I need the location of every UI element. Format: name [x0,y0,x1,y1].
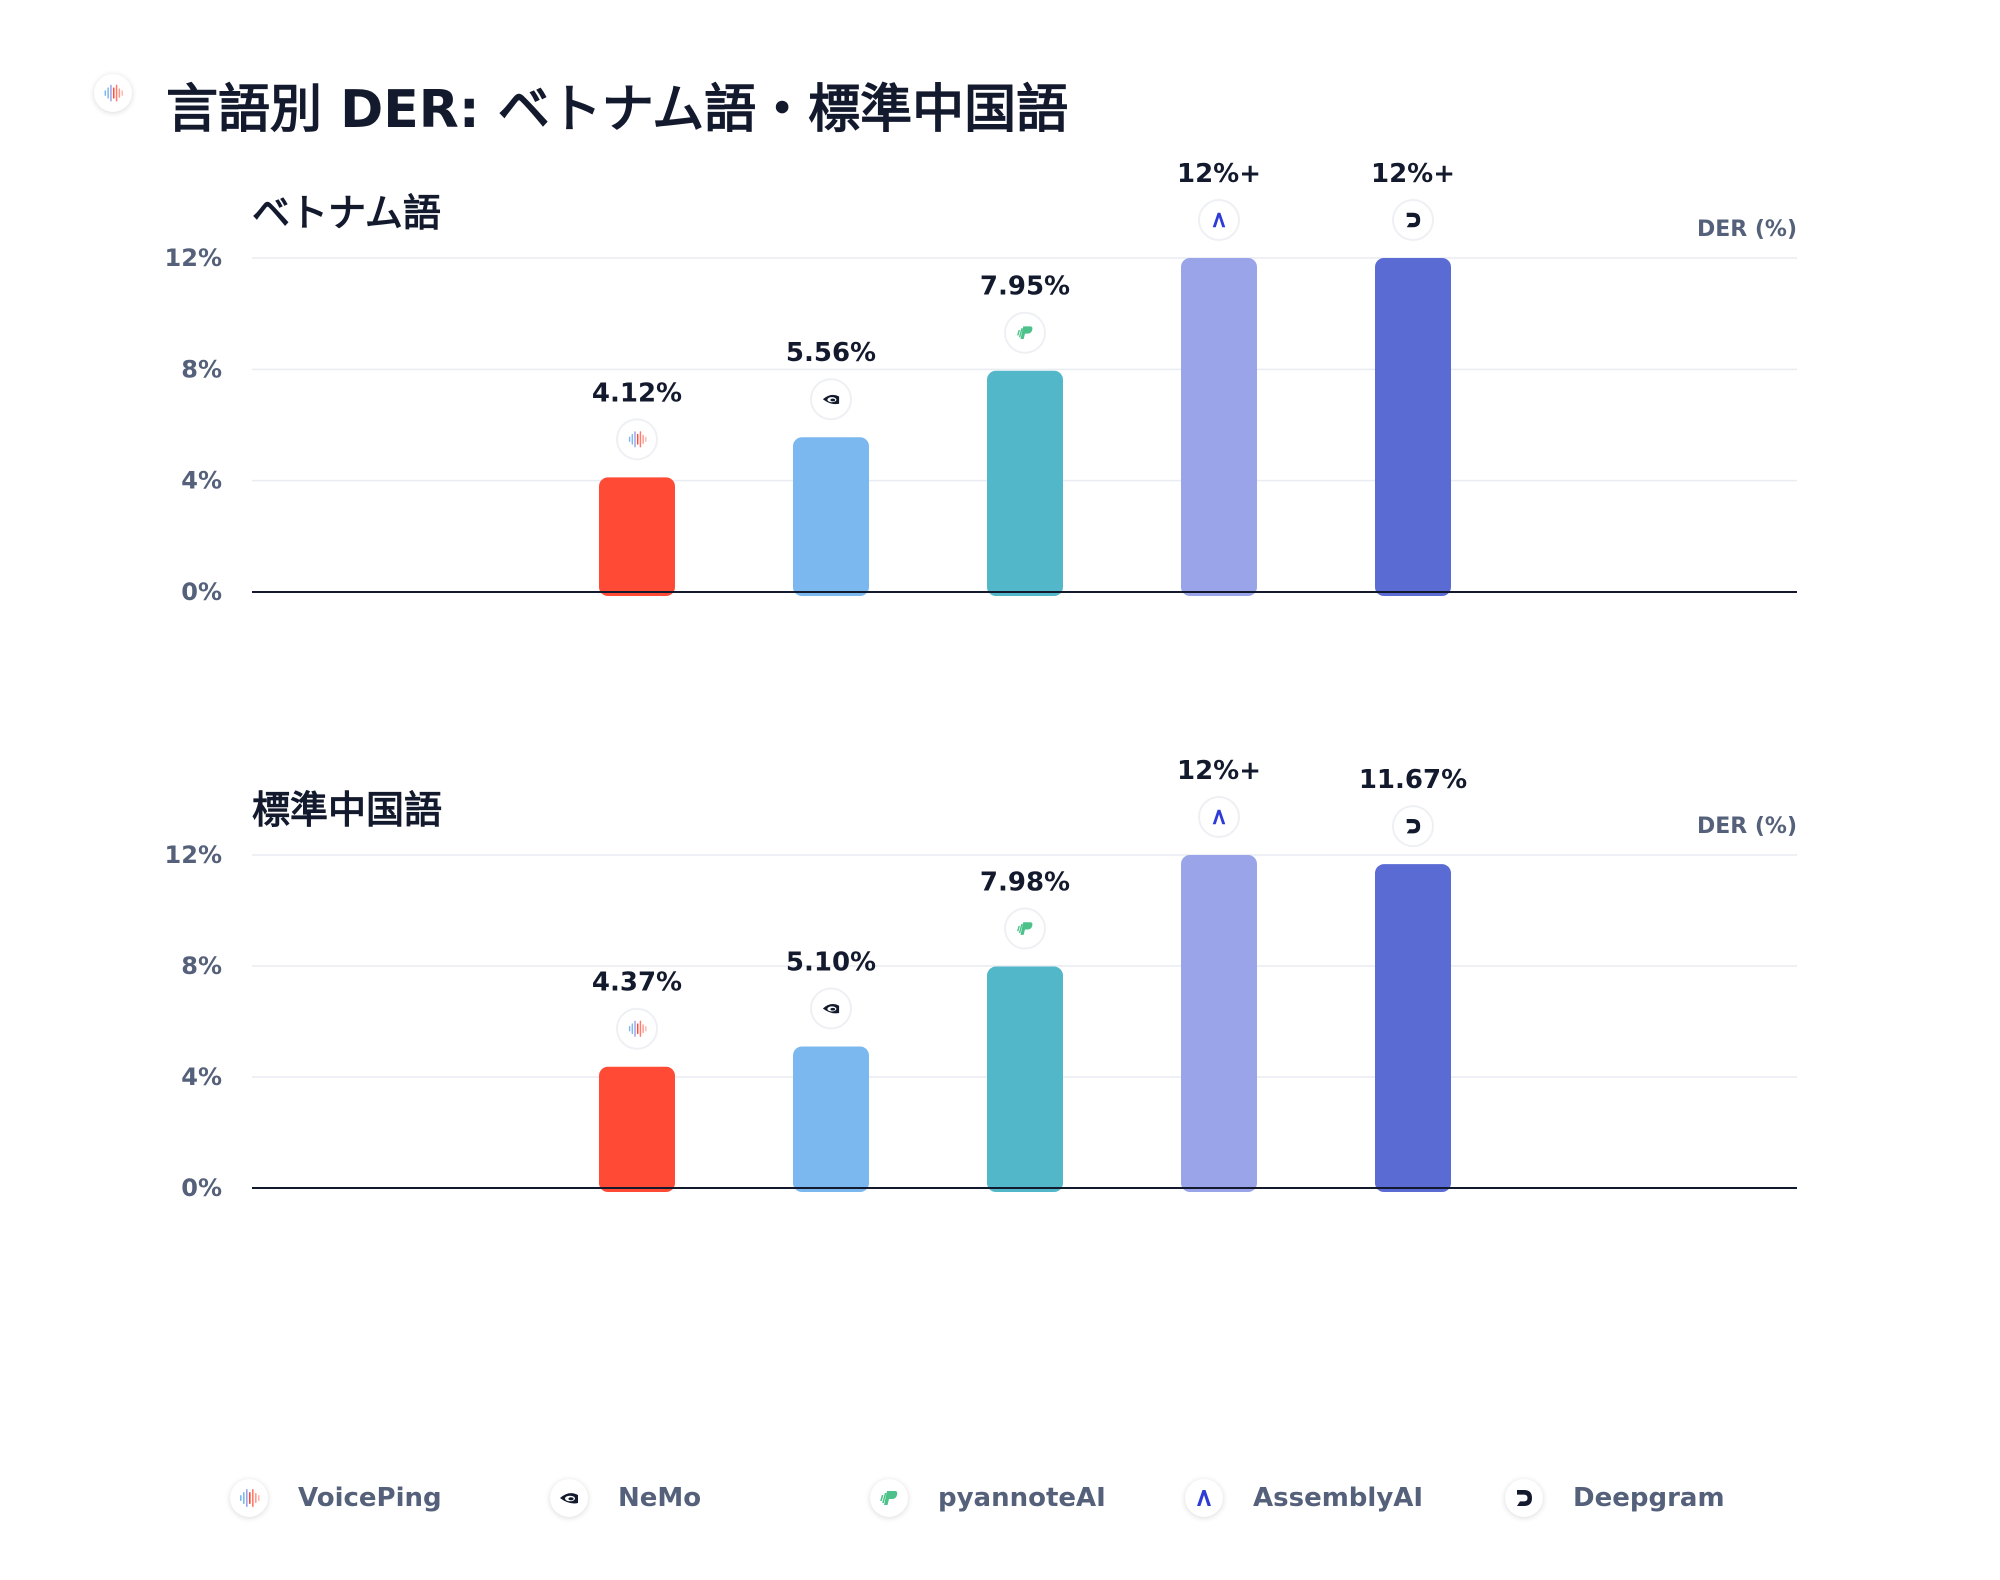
data-label: 12%+ [1177,756,1261,786]
voiceping-icon [616,1007,658,1050]
data-label: 11.67% [1359,765,1467,795]
voiceping-icon [94,74,132,112]
charts: ベトナム語 DER (%) 0% 4% 8% 12% 4.12% 5.56% 7.95% 12%+… [165,159,1797,1202]
bar-nemo [793,437,869,596]
y-tick-label: 8% [181,355,222,383]
bar-assemblyai [1181,258,1257,596]
legend-label: NeMo [618,1483,702,1513]
legend-label: Deepgram [1573,1483,1725,1513]
y-tick-label: 0% [181,578,222,606]
legend-label: pyannoteAI [938,1483,1106,1513]
legend-item-voiceping: VoicePing [230,1468,442,1528]
voiceping-icon [616,418,658,461]
nvidia-icon [550,1479,588,1517]
data-label: 4.37% [592,968,682,998]
bar-voiceping [599,477,675,596]
data-label: 7.95% [980,272,1070,302]
bar-deepgram [1375,258,1451,596]
assemblyai-icon [1185,1479,1223,1517]
bar-pyannoteai [987,370,1063,596]
y-axis-unit-label: DER (%) [1697,217,1797,242]
bar-nemo [793,1046,869,1192]
data-label: 12%+ [1177,159,1261,189]
voiceping-icon [230,1479,268,1517]
legend-label: VoicePing [298,1483,442,1513]
legend-label: AssemblyAI [1253,1483,1424,1513]
deepgram-icon [1505,1479,1543,1517]
chart-title: ベトナム語 [252,191,441,235]
assemblyai-icon [1198,796,1240,838]
chart-panel-2: 標準中国語 DER (%) 0% 4% 8% 12% 4.37% 5.10% 7.98% 12%+… [165,756,1797,1202]
nvidia-icon [810,987,852,1030]
page-title: 言語別 DER: ベトナム語・標準中国語 [166,79,1069,140]
legend-item-deepgram: Deepgram [1505,1468,1725,1528]
data-label: 4.12% [592,378,682,408]
bar-deepgram [1375,864,1451,1192]
data-label: 5.10% [786,947,876,977]
data-label: 5.56% [786,338,876,368]
legend-item-pyannoteai: pyannoteAI [870,1468,1106,1528]
y-tick-label: 4% [181,1063,222,1091]
header: 言語別 DER: ベトナム語・標準中国語 [94,64,1068,144]
deepgram-icon [1392,805,1434,848]
pyannote-icon [1004,907,1046,950]
nvidia-icon [810,378,852,421]
pyannote-icon [870,1479,908,1517]
chart-title: 標準中国語 [252,788,442,832]
y-tick-label: 8% [181,952,222,980]
y-tick-label: 4% [181,467,222,495]
legend-item-nemo: NeMo [550,1468,701,1528]
assemblyai-icon [1198,199,1240,241]
y-axis-unit-label: DER (%) [1697,814,1797,839]
y-tick-label: 12% [165,244,222,272]
data-label: 7.98% [980,868,1070,898]
legend-item-assemblyai: AssemblyAI [1185,1468,1423,1528]
bar-pyannoteai [987,966,1063,1192]
chart-panel-1: ベトナム語 DER (%) 0% 4% 8% 12% 4.12% 5.56% 7.95% 12%+… [165,159,1797,606]
y-tick-label: 0% [181,1174,222,1202]
deepgram-icon [1392,199,1434,241]
bar-voiceping [599,1066,675,1192]
legend: VoicePing NeMo pyannoteAI AssemblyAI Deepgra… [230,1468,1790,1528]
y-tick-label: 12% [165,841,222,869]
bar-assemblyai [1181,855,1257,1192]
pyannote-icon [1004,311,1046,354]
data-label: 12%+ [1371,159,1455,189]
